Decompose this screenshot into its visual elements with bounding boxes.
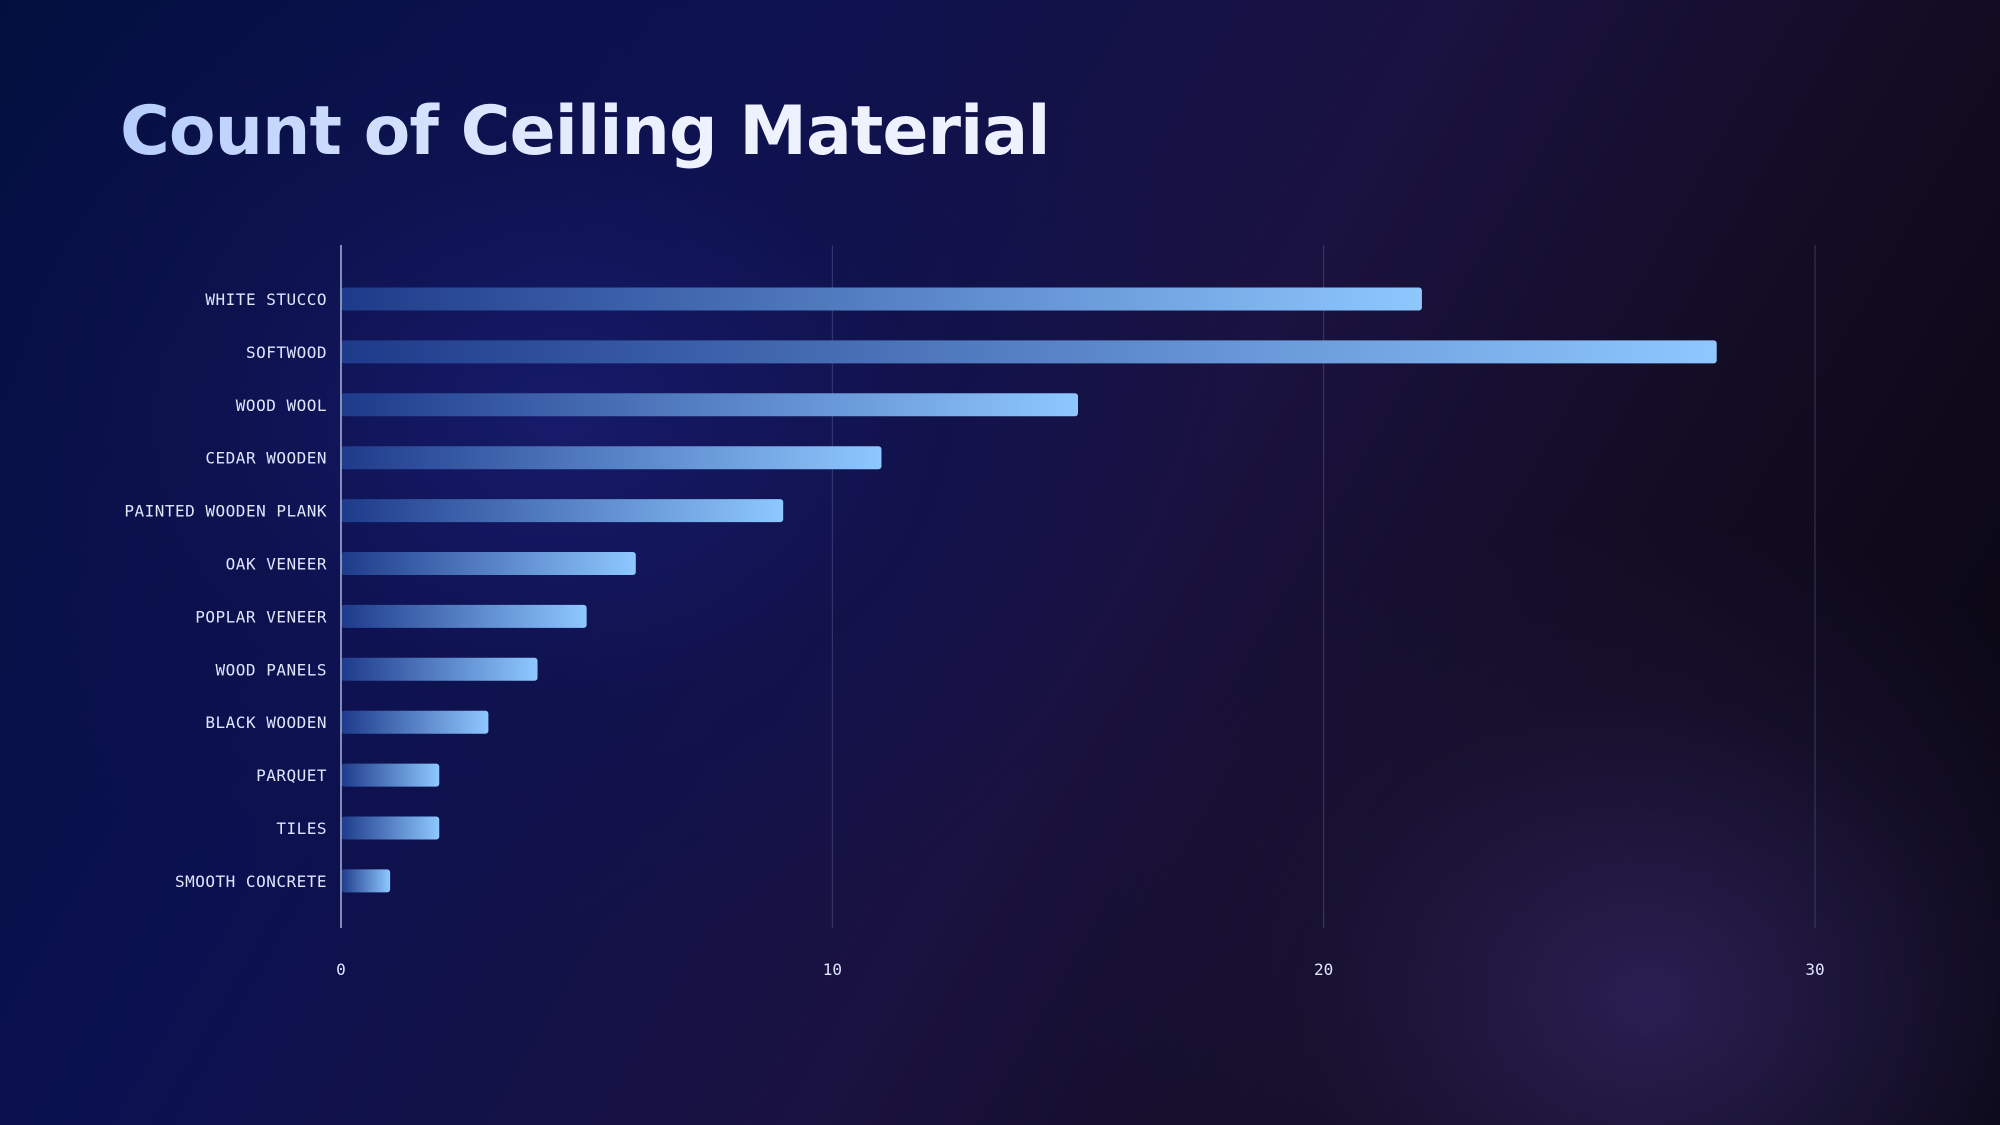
category-label: CEDAR WOODEN (205, 449, 327, 468)
category-label: WHITE STUCCO (205, 290, 327, 309)
chart-title: Count of Ceiling Material (120, 92, 1051, 171)
bar (341, 763, 440, 787)
category-labels: WHITE STUCCO SOFTWOOD WOOD WOOL CEDAR WOODE… (124, 290, 327, 891)
bar (341, 340, 1717, 364)
bar (341, 816, 440, 840)
category-label: OAK VENEER (226, 555, 327, 574)
x-tick-label: 10 (823, 960, 842, 979)
bar (341, 657, 538, 681)
bar (341, 446, 882, 470)
bar (341, 869, 391, 893)
bar (341, 604, 587, 628)
category-label: SMOOTH CONCRETE (175, 872, 327, 891)
bars (341, 287, 1717, 893)
bar (341, 552, 636, 575)
x-tick-label: 0 (336, 960, 346, 979)
category-label: PARQUET (256, 766, 327, 785)
category-label: WOOD PANELS (216, 660, 327, 679)
category-label: SOFTWOOD (246, 343, 327, 362)
bar (341, 710, 489, 734)
bar (341, 287, 1422, 311)
category-label: POPLAR VENEER (195, 607, 327, 626)
bar (341, 393, 1078, 417)
bar (341, 499, 784, 523)
x-tick-label: 20 (1314, 960, 1333, 979)
x-tick-label: 30 (1805, 960, 1824, 979)
category-label: PAINTED WOODEN PLANK (124, 502, 327, 521)
category-label: WOOD WOOL (236, 396, 327, 415)
category-label: BLACK WOODEN (205, 713, 327, 732)
category-label: TILES (276, 819, 327, 838)
x-axis-ticks: 0 10 20 30 (336, 960, 1824, 979)
